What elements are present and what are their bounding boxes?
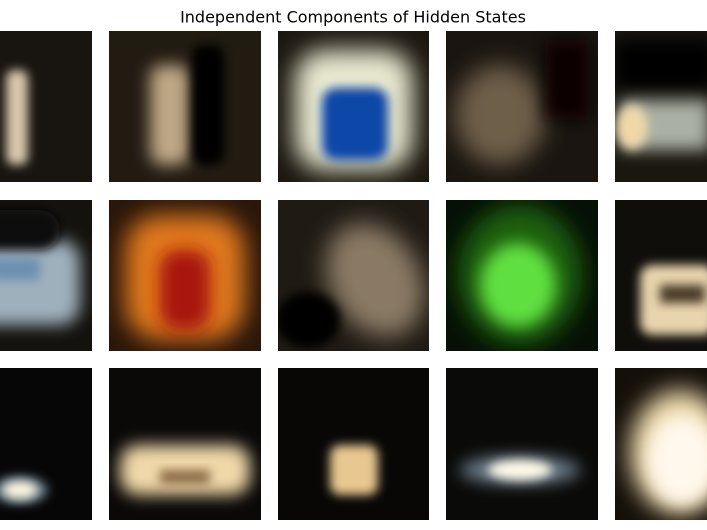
component-panel: [615, 31, 707, 182]
component-panel: [278, 368, 429, 520]
component-panel: [278, 31, 429, 182]
figure-title: Independent Components of Hidden States: [180, 8, 526, 27]
component-panel: [0, 368, 92, 520]
component-panel: [0, 31, 92, 182]
component-panel: [0, 200, 92, 351]
component-panel: [615, 368, 707, 520]
component-panel: [446, 31, 598, 182]
component-panel: [446, 368, 598, 520]
component-panel: [109, 31, 261, 182]
component-panel: [109, 200, 261, 351]
component-panel: [615, 200, 707, 351]
component-panel: [278, 200, 429, 351]
component-panel: [109, 368, 261, 520]
component-panel: [446, 200, 598, 351]
